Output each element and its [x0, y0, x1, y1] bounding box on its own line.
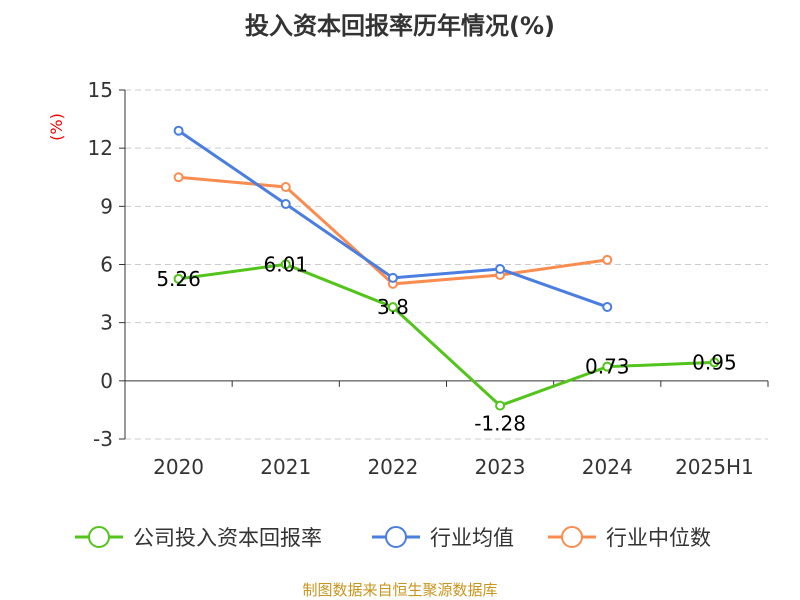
legend-label: 行业中位数	[606, 526, 711, 550]
y-tick-label: 12	[88, 136, 113, 160]
data-point[interactable]	[280, 199, 291, 210]
data-label: -1.28	[474, 412, 526, 436]
legend-label: 公司投入资本回报率	[133, 526, 322, 550]
x-tick-label: 2022	[367, 455, 418, 479]
data-point[interactable]	[173, 125, 184, 136]
data-point[interactable]	[709, 357, 720, 368]
data-point[interactable]	[280, 259, 291, 270]
legend-item[interactable]: 行业中位数	[548, 526, 711, 550]
data-label: 0.95	[692, 350, 737, 374]
legend-item[interactable]: 公司投入资本回报率	[75, 526, 322, 550]
series-line	[178, 175, 608, 286]
x-tick-label: 2021	[260, 455, 311, 479]
legend-item[interactable]: 行业均值	[372, 526, 514, 550]
legend-marker	[561, 526, 583, 548]
data-point[interactable]	[280, 181, 291, 192]
data-label: 0.73	[585, 355, 630, 379]
chart-title: 投入资本回报率历年情况(%)	[245, 12, 555, 40]
data-point[interactable]	[387, 272, 398, 283]
series-line	[178, 262, 715, 408]
x-tick-label: 2024	[582, 455, 633, 479]
y-tick-label: 3	[100, 311, 113, 335]
legend-marker	[385, 526, 407, 548]
data-point[interactable]	[602, 301, 613, 312]
legend-label: 行业均值	[430, 526, 514, 550]
y-tick-label: 15	[88, 78, 113, 102]
data-point[interactable]	[495, 263, 506, 274]
data-point[interactable]	[173, 172, 184, 183]
y-tick-label: 9	[100, 194, 113, 218]
source-note: 制图数据来自恒生聚源数据库	[302, 581, 497, 599]
data-label: 6.01	[263, 252, 308, 276]
data-label: 5.26	[156, 267, 201, 291]
data-point[interactable]	[602, 361, 613, 372]
y-tick-label: -3	[93, 427, 113, 451]
y-axis-label: (%)	[47, 113, 66, 141]
x-tick-label: 2023	[475, 455, 526, 479]
x-tick-label: 2025H1	[675, 455, 754, 479]
y-tick-label: 0	[100, 369, 113, 393]
data-point[interactable]	[495, 400, 506, 411]
data-label: 3.8	[377, 295, 409, 319]
legend-marker	[88, 526, 110, 548]
data-point[interactable]	[173, 273, 184, 284]
x-tick-label: 2020	[153, 455, 204, 479]
data-point[interactable]	[387, 302, 398, 313]
y-tick-label: 6	[100, 253, 113, 277]
data-point[interactable]	[602, 254, 613, 265]
